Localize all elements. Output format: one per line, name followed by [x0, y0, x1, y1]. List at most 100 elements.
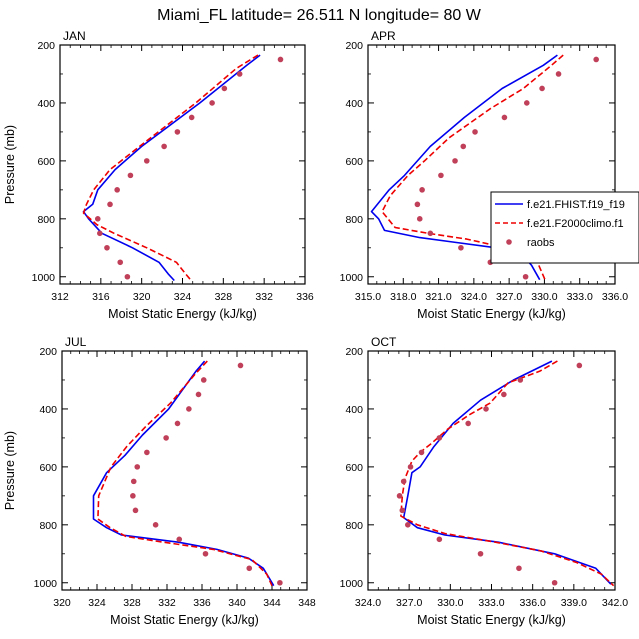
legend-label: raobs	[527, 237, 555, 249]
raobs-point	[176, 536, 183, 543]
raobs-point	[174, 129, 181, 135]
legend: f.e21.FHIST.f19_f19 f.e21.F2000climo.f1 ra…	[490, 191, 639, 264]
x-tick-label: 342.0	[602, 597, 628, 609]
x-tick-label: 330.0	[531, 291, 557, 303]
x-tick-label: 316	[92, 291, 110, 303]
raobs-point	[221, 85, 228, 92]
raobs-point	[186, 406, 192, 412]
x-tick-label: 320	[133, 291, 151, 303]
series-line-fhist	[92, 360, 275, 587]
y-tick-label: 1000	[34, 578, 58, 590]
raobs-point	[452, 158, 458, 164]
legend-label: f.e21.FHIST.f19_f19	[527, 199, 625, 211]
panel-jan: JAN 312 316 320 324 328 332 336 200 400 600 800 1000…	[3, 29, 314, 321]
y-tick-label: 200	[39, 346, 57, 358]
x-tick-label: 332	[255, 291, 273, 303]
y-axis-label: Pressure (mb)	[3, 431, 17, 510]
panel-oct: OCT 324.0 327.0 330.0 333.0 336.0 339.0 342.0 20…	[340, 335, 629, 627]
raobs-point	[202, 550, 209, 557]
y-tick-label: 1000	[340, 578, 364, 590]
y-tick-label: 400	[37, 98, 55, 110]
y-tick-label: 800	[345, 520, 363, 532]
y-tick-label: 600	[39, 462, 57, 474]
x-tick-label: 332	[158, 597, 176, 609]
legend-swatch-dot	[506, 239, 512, 245]
raobs-point	[396, 493, 403, 499]
panels: JAN 312 316 320 324 328 332 336 200 400 600 800 1000…	[3, 29, 628, 627]
x-tick-label: 324.0	[461, 291, 487, 303]
raobs-point	[130, 478, 137, 485]
y-tick-label: 200	[345, 40, 363, 52]
raobs-point	[188, 114, 195, 121]
x-tick-label: 333.0	[567, 291, 593, 303]
raobs-point	[404, 522, 411, 528]
raobs-point	[416, 216, 423, 222]
panel-title: JUL	[65, 335, 87, 349]
raobs-point	[209, 100, 215, 106]
x-tick-label: 321.0	[425, 291, 451, 303]
raobs-point	[130, 493, 136, 499]
raobs-point	[163, 435, 169, 441]
x-tick-label: 336	[296, 291, 314, 303]
panel-title: JAN	[63, 29, 86, 43]
x-tick-label: 327.0	[396, 597, 422, 609]
x-tick-label: 327.0	[496, 291, 522, 303]
raobs-point	[277, 56, 284, 63]
y-tick-label: 200	[37, 40, 55, 52]
raobs-point	[236, 71, 243, 77]
raobs-point	[132, 507, 139, 514]
series-line-fhist	[402, 360, 612, 585]
raobs-point	[427, 230, 434, 237]
raobs-point	[114, 187, 120, 193]
x-tick-label: 340	[228, 597, 246, 609]
series-group	[82, 54, 284, 282]
x-tick-label: 339.0	[561, 597, 587, 609]
x-tick-label: 324.0	[355, 597, 381, 609]
raobs-point	[414, 201, 421, 208]
x-axis-label: Moist Static Energy (kJ/kg)	[417, 307, 566, 321]
plot-frame	[59, 44, 306, 285]
raobs-point	[400, 478, 407, 485]
y-tick-label: 800	[37, 214, 55, 226]
x-tick-label: 318.0	[390, 291, 416, 303]
x-tick-label: 336.0	[520, 597, 546, 609]
x-tick-label: 344	[263, 597, 281, 609]
y-tick-label: 400	[39, 404, 57, 416]
legend-label: f.e21.F2000climo.f1	[527, 218, 624, 230]
y-tick-label: 400	[345, 404, 363, 416]
raobs-point	[161, 143, 167, 150]
raobs-point	[522, 273, 529, 280]
raobs-point	[483, 406, 489, 412]
x-tick-label: 324	[174, 291, 192, 303]
raobs-point	[438, 172, 444, 179]
raobs-point	[516, 565, 522, 572]
raobs-point	[523, 100, 530, 106]
x-tick-label: 330.0	[437, 597, 463, 609]
raobs-point	[277, 579, 283, 586]
raobs-point	[107, 201, 113, 208]
x-axis-label: Moist Static Energy (kJ/kg)	[417, 613, 566, 627]
plot-frame	[367, 350, 616, 591]
raobs-point	[143, 158, 150, 164]
raobs-point	[472, 129, 478, 135]
raobs-point	[134, 464, 141, 470]
raobs-point	[237, 362, 244, 369]
y-tick-label: 600	[37, 156, 55, 168]
x-tick-label: 336	[193, 597, 211, 609]
x-tick-label: 333.0	[478, 597, 504, 609]
y-tick-label: 800	[39, 520, 57, 532]
series-group	[92, 360, 283, 587]
raobs-point	[576, 362, 583, 369]
raobs-point	[551, 579, 558, 586]
figure-title: Miami_FL latitude= 26.511 N longitude= 8…	[157, 7, 482, 24]
raobs-point	[246, 565, 253, 572]
x-tick-label: 328	[215, 291, 233, 303]
raobs-point	[465, 420, 471, 427]
y-tick-label: 600	[345, 156, 363, 168]
raobs-point	[144, 449, 150, 456]
series-line-fhist	[82, 54, 261, 282]
raobs-point	[555, 71, 562, 77]
raobs-point	[152, 522, 159, 528]
series-line-f2000climo	[97, 360, 273, 587]
